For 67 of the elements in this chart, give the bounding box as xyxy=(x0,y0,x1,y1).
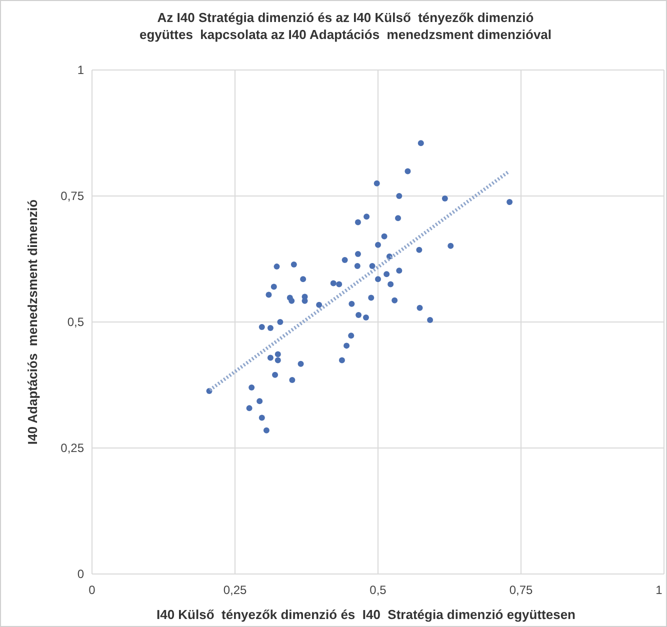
point xyxy=(274,264,280,270)
point xyxy=(274,351,281,358)
point xyxy=(263,427,270,434)
x-tick-label: 1 xyxy=(656,583,663,597)
x-tick-label: 0,25 xyxy=(223,583,247,597)
y-tick-label: 0,75 xyxy=(60,189,84,203)
point xyxy=(338,357,345,364)
point xyxy=(375,276,381,282)
chart-title: Az I40 Stratégia dimenzió és az I40 Külső tényezők dimenzió együttes kapcsolata az I40 Adaptációs menedzsment dimenzióval xyxy=(139,10,552,42)
point xyxy=(388,281,394,288)
x-tick-label: 0,75 xyxy=(509,583,533,597)
point xyxy=(354,250,361,257)
point xyxy=(348,332,354,339)
point xyxy=(246,405,252,412)
point xyxy=(316,302,322,308)
point xyxy=(348,300,355,307)
point xyxy=(288,298,295,304)
point xyxy=(248,384,255,391)
x-tick-label: 0 xyxy=(88,583,96,597)
point xyxy=(272,372,278,378)
y-tick-label: 0 xyxy=(77,567,84,581)
point xyxy=(392,297,398,304)
point xyxy=(267,354,274,361)
point xyxy=(374,180,380,186)
y-axis-title: I40 Adaptációs menedzsment dimenzió xyxy=(25,199,40,445)
point xyxy=(364,214,370,220)
point xyxy=(369,263,376,270)
point xyxy=(258,324,265,330)
point xyxy=(354,219,361,226)
point xyxy=(368,294,374,301)
point xyxy=(277,319,284,325)
point xyxy=(298,360,304,367)
x-tick-label: 0,5 xyxy=(370,583,387,597)
point xyxy=(290,262,297,268)
point xyxy=(404,168,411,174)
point xyxy=(266,292,272,298)
point xyxy=(356,312,362,318)
point xyxy=(506,199,513,206)
point xyxy=(336,281,342,288)
point xyxy=(342,257,348,264)
point xyxy=(416,304,423,311)
y-tick-label: 0,25 xyxy=(60,441,84,455)
point xyxy=(270,284,277,290)
point xyxy=(258,414,265,421)
point xyxy=(418,140,424,146)
point xyxy=(354,263,360,270)
point xyxy=(448,242,454,249)
point xyxy=(395,215,402,222)
point xyxy=(375,242,381,248)
point xyxy=(267,325,274,332)
y-tick-label: 1 xyxy=(77,63,84,77)
point xyxy=(289,376,296,383)
point xyxy=(396,193,402,199)
y-tick-label: 0,5 xyxy=(67,315,84,329)
point xyxy=(330,280,336,286)
point xyxy=(384,271,390,278)
point xyxy=(416,246,422,253)
point xyxy=(274,357,281,364)
point xyxy=(300,276,306,282)
x-axis-title: I40 Külső tényezők dimenzió és I40 Stratégia dimenzió együttesen xyxy=(156,607,576,622)
point xyxy=(442,196,448,202)
point xyxy=(344,342,350,349)
point xyxy=(427,316,434,323)
point xyxy=(396,268,402,274)
point xyxy=(362,314,369,320)
point xyxy=(256,398,263,404)
point xyxy=(381,233,388,240)
